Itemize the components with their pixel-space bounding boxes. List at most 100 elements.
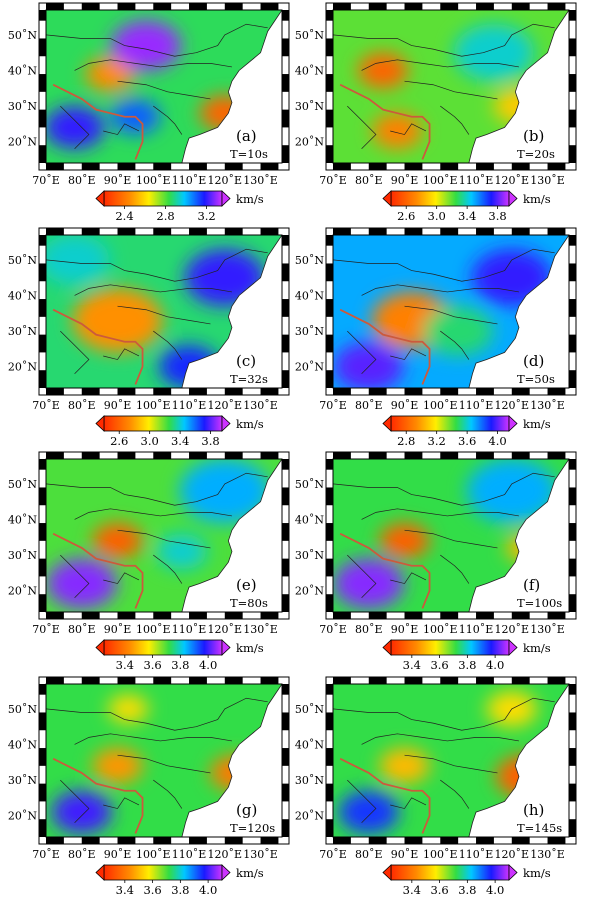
colorbar-tick-label: 3.8 (458, 658, 476, 672)
velocity-anomaly (46, 558, 117, 609)
border-line (46, 23, 268, 57)
period-label: T=32s (230, 372, 268, 386)
colorbar-tick-label: 2.6 (397, 209, 415, 223)
panel-a: 50˚N 40˚N 30˚N 20˚N 70˚E 80˚E 90˚E 100˚E 110˚E 12… (8, 2, 290, 223)
colorbar-tick-label: 3.6 (430, 883, 448, 897)
colorbar-tick-label: 3.4 (116, 658, 134, 672)
map-frame (38, 227, 290, 396)
colorbar-unit: km/s (523, 641, 551, 655)
period-label: T=10s (230, 147, 268, 161)
velocity-anomaly (379, 748, 430, 784)
lon-tick-label: 120˚E (208, 399, 243, 412)
lon-tick-label: 110˚E (172, 174, 207, 187)
plate-boundary (52, 532, 144, 609)
lat-tick-label: 50˚N (295, 254, 324, 267)
ocean-mask (181, 10, 282, 163)
border-line (390, 123, 427, 135)
plate-boundary (52, 83, 144, 160)
velocity-anomaly (372, 113, 423, 149)
colorbar-tick-label: 3.8 (171, 883, 189, 897)
lat-tick-label: 30˚N (295, 774, 324, 787)
lon-tick-label: 110˚E (172, 848, 207, 861)
lon-tick-label: 70˚E (32, 623, 60, 636)
colorbar-tick-label: 3.6 (143, 883, 161, 897)
velocity-field (46, 235, 282, 388)
map-frame (325, 676, 577, 845)
border-line (333, 472, 555, 506)
colorbar-tick-label: 4.0 (486, 658, 504, 672)
border-line (117, 754, 211, 774)
colorbar: 2.6 3.0 3.4 3.8 km/s (382, 190, 551, 223)
border-line (103, 348, 140, 360)
colorbar: 3.4 3.6 3.8 4.0 km/s (382, 864, 551, 897)
lon-tick-label: 120˚E (208, 174, 243, 187)
lat-tick-label: 50˚N (295, 478, 324, 491)
velocity-field (46, 10, 282, 163)
ocean-mask (181, 235, 282, 388)
lat-tick-label: 20˚N (8, 136, 37, 149)
lat-tick-label: 30˚N (8, 100, 37, 113)
lat-tick-label: 40˚N (295, 64, 324, 77)
lon-tick-label: 100˚E (423, 848, 458, 861)
panel-tag: (a) (236, 127, 257, 145)
border-line (404, 529, 498, 549)
velocity-anomaly (379, 523, 430, 559)
panel-tag: (g) (236, 801, 257, 819)
border-line (60, 554, 90, 599)
lon-tick-label: 80˚E (68, 174, 96, 187)
colorbar-tick-label: 2.8 (397, 434, 415, 448)
border-line (347, 330, 377, 375)
lat-tick-label: 40˚N (8, 289, 37, 302)
border-line (440, 105, 470, 135)
velocity-field (46, 459, 282, 612)
border-line (46, 697, 268, 731)
velocity-anomaly (453, 24, 534, 82)
colorbar-unit: km/s (236, 866, 264, 880)
colorbar-tick-label: 3.8 (201, 434, 219, 448)
border-line (46, 248, 268, 282)
border-line (60, 105, 90, 150)
velocity-field (333, 459, 569, 612)
colorbar-tick-label: 4.0 (488, 434, 506, 448)
lon-tick-label: 120˚E (208, 848, 243, 861)
border-line (440, 330, 470, 360)
panel-tag: (e) (236, 576, 257, 594)
plate-boundary (339, 532, 431, 609)
lon-tick-label: 130˚E (530, 623, 565, 636)
lat-tick-label: 20˚N (295, 361, 324, 374)
lon-tick-label: 80˚E (355, 399, 383, 412)
colorbar-tick-label: 3.2 (428, 434, 446, 448)
coastline (468, 235, 569, 388)
velocity-anomaly (423, 306, 494, 356)
colorbar-tick-label: 3.6 (458, 434, 476, 448)
panel-c: 50˚N 40˚N 30˚N 20˚N 70˚E 80˚E 90˚E 100˚E 110˚E 12… (8, 227, 290, 448)
lon-tick-label: 90˚E (104, 174, 132, 187)
lat-tick-label: 20˚N (8, 810, 37, 823)
border-line (333, 23, 555, 57)
lat-tick-label: 20˚N (295, 585, 324, 598)
plate-boundary (52, 757, 144, 834)
lon-tick-label: 120˚E (495, 399, 530, 412)
period-label: T=100s (517, 596, 562, 610)
lon-tick-label: 120˚E (495, 623, 530, 636)
panel-d: 50˚N 40˚N 30˚N 20˚N 70˚E 80˚E 90˚E 100˚E 110˚E 12… (295, 227, 577, 448)
panel-e: 50˚N 40˚N 30˚N 20˚N 70˚E 80˚E 90˚E 100˚E 110˚E 12… (8, 451, 290, 672)
colorbar-tick-label: 3.0 (428, 209, 446, 223)
border-line (333, 248, 555, 282)
coastline (181, 684, 282, 837)
panel-tag: (h) (523, 801, 544, 819)
lat-tick-label: 30˚N (8, 325, 37, 338)
lon-tick-label: 70˚E (319, 848, 347, 861)
velocity-anomaly (85, 56, 136, 92)
panel-tag: (b) (523, 127, 544, 145)
lat-tick-label: 50˚N (8, 29, 37, 42)
lat-tick-label: 50˚N (8, 703, 37, 716)
velocity-anomaly (358, 52, 409, 89)
colorbar-unit: km/s (523, 417, 551, 431)
panel-b: 50˚N 40˚N 30˚N 20˚N 70˚E 80˚E 90˚E 100˚E 110˚E 12… (295, 2, 577, 223)
colorbar-unit: km/s (236, 641, 264, 655)
border-line (440, 779, 470, 809)
velocity-anomaly (46, 106, 105, 149)
colorbar-tick-label: 3.0 (141, 434, 159, 448)
